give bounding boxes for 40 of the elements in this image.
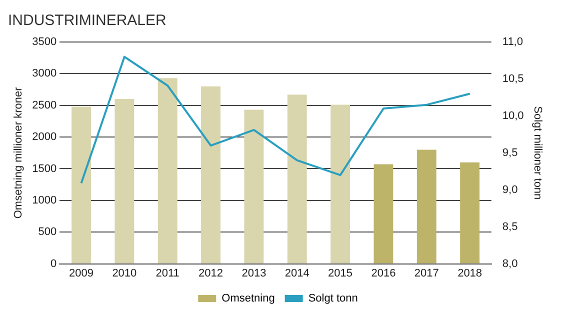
x-tick-label: 2018: [458, 267, 482, 280]
y2-tick-label: 10,5: [502, 73, 524, 85]
y-tick-label: 1000: [32, 194, 57, 206]
y2-tick-label: 8,0: [502, 258, 518, 270]
y-tick-label: 1500: [32, 162, 57, 175]
y-tick-label: 3000: [32, 68, 57, 80]
x-tick-label: 2012: [198, 267, 224, 280]
bar: [72, 106, 91, 264]
x-tick-label: 2011: [156, 267, 180, 280]
bar: [416, 150, 436, 264]
y2-tick-label: 9,0: [502, 184, 518, 196]
legend-label: Solgt tonn: [308, 292, 358, 305]
y2-tick-label: 11,0: [502, 36, 523, 48]
y-tick-label: 2000: [32, 131, 57, 144]
x-tick-label: 2010: [112, 267, 137, 280]
bar: [158, 78, 178, 264]
x-tick-label: 2015: [328, 267, 353, 280]
y-axis-title: Omsetning millioner kroner: [12, 86, 25, 219]
y-tick-label: 0: [50, 258, 57, 270]
x-tick-label: 2009: [69, 267, 94, 280]
chart-title: INDUSTRIMINERALER: [8, 12, 167, 30]
x-tick-label: 2016: [371, 267, 396, 280]
y2-axis-title: Solgt millioner tonn: [531, 106, 544, 200]
x-tick-label: 2014: [284, 267, 310, 280]
y-tick-label: 3500: [32, 36, 57, 48]
bar: [460, 162, 480, 264]
bar: [201, 86, 220, 264]
bar: [244, 110, 264, 264]
y-tick-label: 500: [38, 226, 57, 238]
y2-tick-label: 9,5: [502, 146, 518, 159]
x-tick-label: 2013: [242, 267, 266, 280]
y2-tick-label: 10,0: [502, 110, 524, 122]
y2-tick-label: 8,5: [502, 220, 518, 233]
x-tick-label: 2017: [414, 267, 439, 280]
legend-label: Omsetning: [222, 292, 275, 305]
bar: [374, 164, 394, 264]
bar: [330, 104, 350, 264]
bar: [114, 99, 134, 264]
bar: [287, 94, 307, 264]
y-tick-label: 2500: [32, 99, 57, 112]
